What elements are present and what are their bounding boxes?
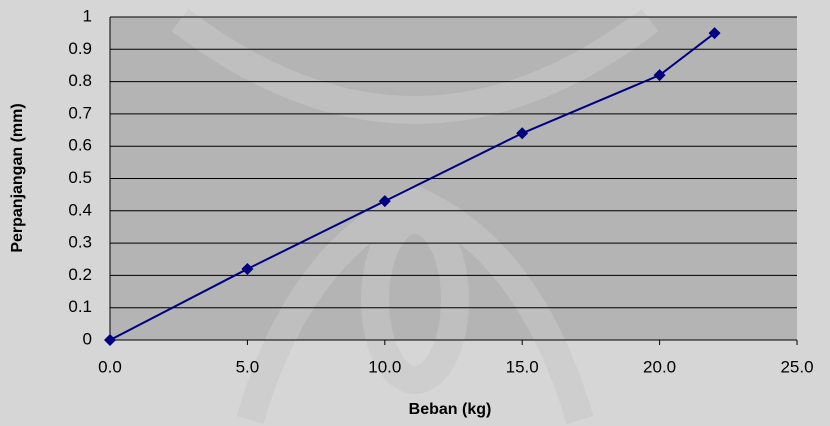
- x-tick-label: 10.0: [368, 357, 401, 376]
- y-tick-label: 0.6: [68, 136, 92, 155]
- x-tick-label: 0.0: [98, 357, 122, 376]
- y-tick-label: 0.5: [68, 168, 92, 187]
- y-axis-title: Perpanjangan (mm): [9, 103, 26, 252]
- x-tick-label: 5.0: [236, 357, 260, 376]
- chart: Beban (kg) Perpanjangan (mm) 0 0.1 0.2 0.3 0…: [0, 0, 830, 426]
- x-tick-label: 20.0: [643, 357, 676, 376]
- x-tick-label: 25.0: [780, 357, 813, 376]
- y-tick-label: 0.9: [68, 39, 92, 58]
- y-tick-label: 0.7: [68, 103, 92, 122]
- y-tick-label: 0.1: [68, 297, 92, 316]
- y-tick-label: 0.2: [68, 265, 92, 284]
- y-tick-label: 1: [83, 6, 92, 25]
- y-tick-label: 0: [83, 329, 92, 348]
- y-tick-label: 0.3: [68, 233, 92, 252]
- x-axis-title: Beban (kg): [409, 401, 492, 418]
- x-tick-label: 15.0: [506, 357, 539, 376]
- y-tick-label: 0.4: [68, 200, 92, 219]
- y-tick-label: 0.8: [68, 71, 92, 90]
